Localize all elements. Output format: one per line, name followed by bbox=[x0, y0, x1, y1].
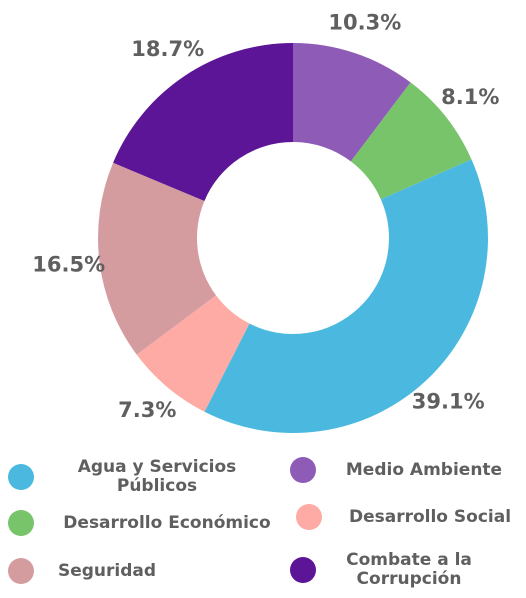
legend-swatch bbox=[290, 557, 316, 583]
legend-swatch bbox=[8, 464, 34, 490]
value-label: 39.1% bbox=[412, 389, 485, 413]
legend-label: Agua y Servicios Públicos bbox=[77, 457, 237, 496]
legend-item: Seguridad bbox=[8, 558, 172, 584]
legend-item: Medio Ambiente bbox=[290, 457, 524, 483]
legend-swatch bbox=[8, 510, 34, 536]
slice bbox=[204, 159, 488, 434]
legend-swatch bbox=[8, 558, 34, 584]
legend-label: Combate a la Corrupción bbox=[346, 550, 472, 589]
slice bbox=[136, 295, 250, 412]
slice bbox=[293, 43, 411, 162]
chart: 10.3% 8.1% 39.1% 7.3% 16.5% 18.7% bbox=[32, 11, 499, 434]
value-label: 7.3% bbox=[118, 398, 176, 422]
legend-label: Seguridad bbox=[57, 560, 157, 581]
slice bbox=[350, 82, 472, 200]
slice bbox=[113, 43, 293, 201]
value-label: 16.5% bbox=[32, 253, 105, 277]
legend-item: Desarrollo Social bbox=[296, 504, 526, 530]
slice bbox=[98, 162, 217, 355]
value-label: 8.1% bbox=[441, 85, 499, 109]
legend-label: Desarrollo Económico bbox=[63, 512, 271, 533]
legend-label: Medio Ambiente bbox=[345, 459, 503, 480]
value-label: 10.3% bbox=[328, 11, 401, 35]
legend-item: Combate a la Corrupción bbox=[290, 551, 494, 589]
legend-label: Desarrollo Social bbox=[348, 506, 512, 527]
value-label: 18.7% bbox=[131, 37, 204, 61]
legend-item: Agua y Servicios Públicos bbox=[8, 458, 272, 496]
legend-item: Desarrollo Económico bbox=[8, 510, 292, 536]
legend-swatch bbox=[296, 504, 322, 530]
legend-swatch bbox=[290, 457, 316, 483]
